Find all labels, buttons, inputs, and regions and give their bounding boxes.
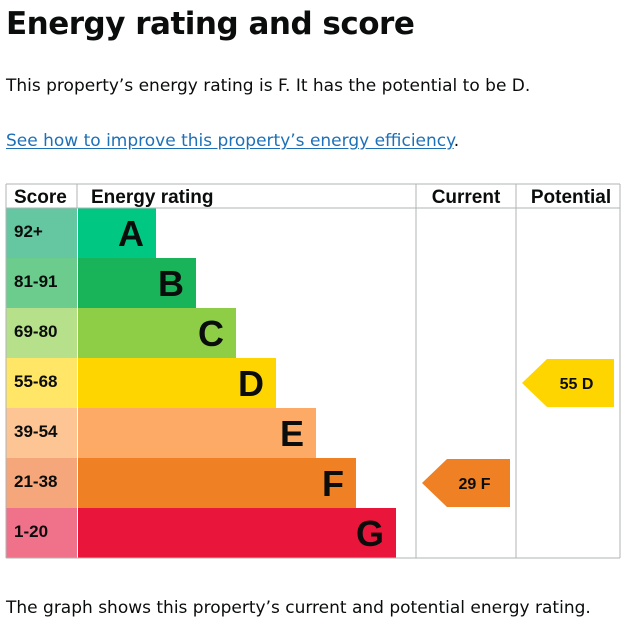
improve-efficiency-link[interactable]: See how to improve this property’s energ… [6,131,454,151]
rating-bar-a [78,208,156,258]
score-cell-e [6,408,77,458]
score-cell-b [6,258,77,308]
rating-letter-b: B [158,263,184,304]
rating-letter-f: F [322,463,344,504]
bands-layer: 92+ A 81-91 B 69-80 C 55-68 D 39-54 E 21-38 F 1-20 G [6,208,396,558]
rating-bar-f [78,458,356,508]
score-label-e: 39-54 [14,422,58,441]
rating-letter-g: G [356,513,384,554]
rating-letter-e: E [280,413,304,454]
rating-bar-e [78,408,316,458]
current-rating-label: 29 F [458,476,490,493]
arrow-layer: 29 F 55 D [422,359,614,507]
score-label-a: 92+ [14,222,43,241]
chart-header: Score Energy rating Current Potential [14,187,611,208]
current-rating-arrow [422,459,510,507]
score-cell-g [6,508,77,558]
rating-bar-d [78,358,276,408]
potential-rating-label: 55 D [560,376,594,393]
score-label-f: 21-38 [14,472,57,491]
improve-paragraph: See how to improve this property’s energ… [6,131,459,151]
score-label-c: 69-80 [14,322,57,341]
score-cell-a [6,208,77,258]
score-cell-d [6,358,77,408]
chart-grid [5,183,621,559]
rating-letter-a: A [118,213,144,254]
chart-caption: The graph shows this property’s current … [6,598,591,618]
rating-column-header: Energy rating [91,187,213,208]
potential-column-header: Potential [531,187,611,208]
rating-letter-c: C [198,313,224,354]
score-cell-c [6,308,77,358]
score-column-header: Score [14,187,67,208]
score-label-b: 81-91 [14,272,57,291]
score-label-d: 55-68 [14,372,57,391]
potential-rating-arrow [522,359,614,407]
rating-bar-b [78,258,196,308]
score-cell-f [6,458,77,508]
rating-summary: This property’s energy rating is F. It h… [6,76,531,96]
page-title: Energy rating and score [6,6,415,42]
rating-bar-g [78,508,396,558]
current-column-header: Current [432,187,501,208]
score-label-g: 1-20 [14,522,48,541]
rating-bar-c [78,308,236,358]
rating-letter-d: D [238,363,264,404]
improve-link-suffix: . [453,131,460,151]
